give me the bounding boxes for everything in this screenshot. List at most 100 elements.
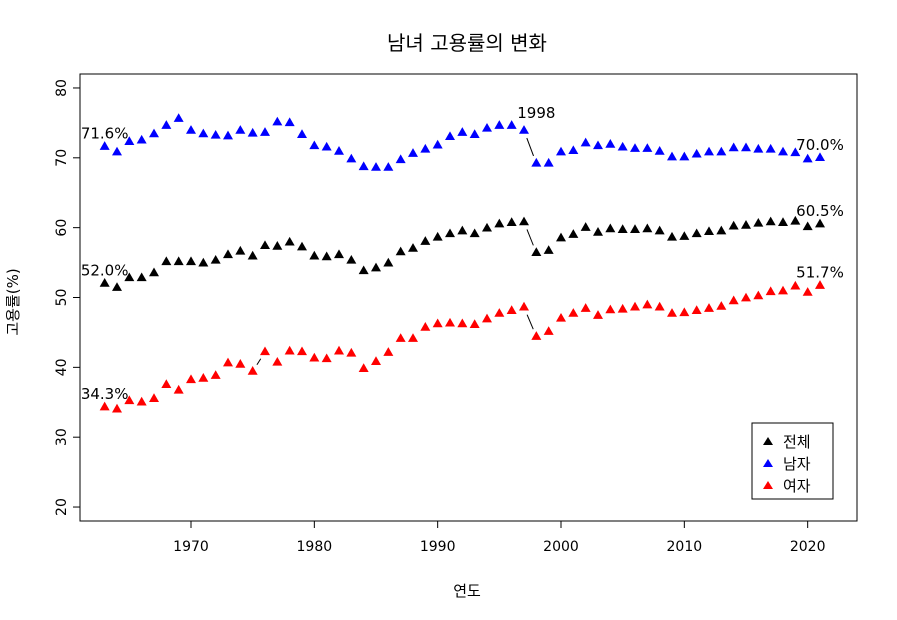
point-female [580, 303, 591, 312]
point-female [469, 319, 480, 328]
point-total [580, 222, 591, 231]
point-total [99, 278, 110, 287]
point-total [457, 225, 468, 235]
point-female [494, 308, 505, 317]
point-female [667, 308, 677, 317]
y-axis-label: 고용률(%) [4, 268, 22, 335]
y-tick-label: 60 [54, 219, 70, 237]
point-total [260, 240, 270, 250]
point-total [297, 241, 307, 251]
point-female [284, 345, 295, 355]
annotation-label: 1998 [517, 104, 555, 122]
point-total [112, 282, 122, 291]
point-total [482, 222, 492, 232]
point-annotations: 71.6% 70.0% 52.0% 60.5% 34.3% 51.7% 1998 [81, 104, 844, 403]
point-male [284, 117, 295, 127]
point-male [260, 127, 270, 136]
point-total [506, 217, 517, 226]
point-male [679, 151, 690, 161]
point-female [704, 303, 714, 312]
point-total [815, 218, 825, 228]
point-male [235, 125, 246, 134]
point-female [309, 352, 320, 362]
point-total [432, 231, 443, 241]
point-male [506, 120, 517, 129]
point-total [531, 247, 542, 256]
point-female [815, 280, 825, 289]
point-total [420, 236, 431, 245]
point-total [741, 220, 751, 229]
point-female [260, 346, 270, 356]
annotation-label: 52.0% [81, 262, 129, 280]
point-female [457, 318, 468, 328]
point-total [728, 220, 739, 230]
point-male [790, 147, 801, 157]
point-male [605, 139, 616, 148]
point-female [371, 356, 381, 365]
data-points [99, 113, 825, 413]
point-female [445, 317, 455, 327]
point-total [309, 250, 320, 260]
point-female [753, 290, 764, 300]
point-male [482, 122, 492, 132]
point-male [765, 143, 776, 153]
point-total [186, 256, 196, 266]
point-male [654, 146, 665, 155]
connector-segment [526, 229, 534, 246]
point-total [334, 249, 344, 259]
point-male [778, 146, 788, 156]
legend-item-total: 전체 [763, 433, 811, 451]
point-male [408, 148, 418, 157]
point-male [223, 130, 233, 140]
point-total [136, 272, 147, 282]
point-male [99, 141, 110, 150]
point-female [778, 285, 788, 295]
point-female [99, 401, 110, 411]
point-total [445, 228, 455, 238]
point-female [247, 366, 258, 375]
point-female [173, 384, 184, 394]
point-male [531, 157, 542, 167]
point-total [704, 226, 714, 236]
point-total [630, 224, 640, 233]
connector-segment [526, 314, 534, 330]
point-female [482, 313, 492, 323]
y-tick-label: 20 [54, 498, 70, 516]
x-axis: 1970 1980 1990 2000 2010 2020 [173, 520, 825, 555]
chart-title: 남녀 고용률의 변화 [387, 31, 547, 55]
point-female [432, 318, 443, 328]
point-female [531, 331, 542, 340]
point-male [247, 127, 258, 137]
point-total [765, 216, 776, 226]
point-total [124, 272, 135, 282]
point-female [420, 322, 431, 331]
point-total [802, 221, 813, 231]
point-male [358, 161, 369, 171]
legend-item-female: 여자 [763, 477, 811, 495]
point-female [198, 373, 209, 382]
point-male [210, 129, 221, 139]
point-male [198, 128, 209, 138]
point-female [186, 374, 196, 384]
point-female [321, 353, 332, 363]
x-tick-label: 1990 [420, 539, 456, 555]
point-male [334, 146, 344, 155]
y-tick-label: 40 [54, 358, 70, 376]
point-female [358, 363, 369, 372]
point-male [543, 157, 554, 167]
point-male [667, 151, 677, 161]
point-female [642, 299, 653, 309]
point-female [346, 347, 357, 357]
point-total [617, 224, 628, 233]
point-female [593, 310, 603, 319]
point-female [802, 287, 813, 296]
point-male [432, 139, 443, 149]
point-male [519, 125, 529, 134]
point-total [284, 236, 295, 246]
point-male [691, 148, 702, 158]
point-female [149, 393, 159, 402]
point-female [741, 292, 751, 302]
point-female [408, 333, 418, 342]
point-male [494, 120, 505, 129]
